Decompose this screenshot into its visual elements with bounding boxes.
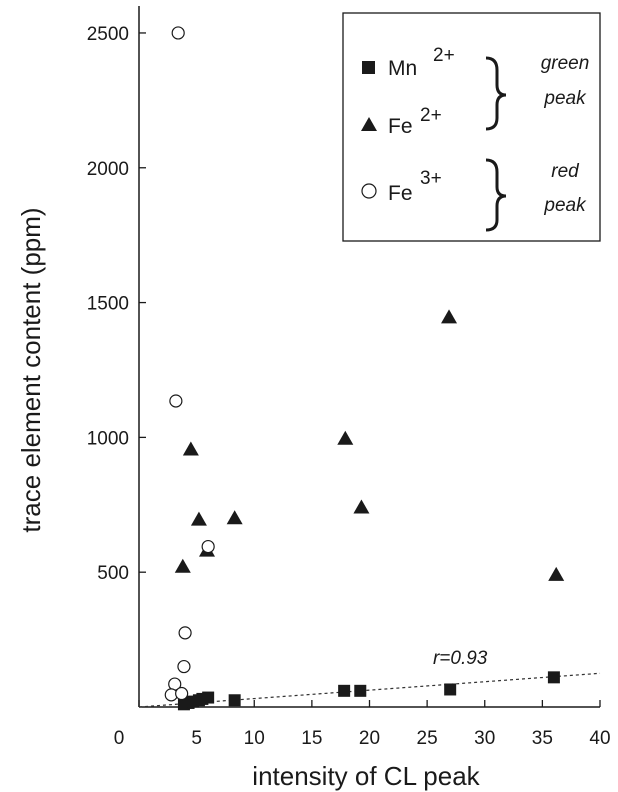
mn-point: [547, 671, 560, 684]
legend-green-word: green: [541, 53, 590, 74]
y-axis-label: trace element content (ppm): [16, 207, 46, 532]
x-tick-label: 35: [532, 728, 553, 749]
legend-mn-marker: [362, 61, 375, 74]
x-tick-label: 0: [114, 728, 125, 749]
legend-red-peak: peak: [543, 195, 587, 216]
fe2-point: [337, 430, 354, 445]
legend-red-word: red: [551, 161, 580, 182]
mn-point: [228, 694, 241, 707]
y-tick-label: 2000: [87, 159, 129, 180]
legend-box: [342, 12, 601, 242]
fe2-point: [226, 510, 243, 525]
legend-mn-sup: 2+: [433, 45, 455, 66]
x-tick-label: 40: [589, 728, 610, 749]
x-tick-label: 15: [301, 728, 322, 749]
y-tick-label: 1500: [87, 294, 129, 315]
fe3-point: [175, 686, 189, 701]
legend-fe2-label: Fe: [388, 115, 413, 138]
mn-point: [338, 684, 351, 697]
y-tick-label: 500: [97, 563, 129, 584]
x-tick-label: 20: [359, 728, 380, 749]
x-axis-label: intensity of CL peak: [252, 761, 480, 791]
correlation-annotation: r=0.93: [433, 648, 488, 669]
red-brace: [485, 158, 507, 232]
legend-green-peak: peak: [543, 88, 587, 109]
x-tick-label: 5: [191, 728, 202, 749]
fe3-point: [178, 626, 192, 640]
x-ticks: 0 5 10 15 20 25 30 35 40: [114, 700, 611, 749]
fe2-point: [441, 309, 458, 324]
y-ticks: 500 1000 1500 2000 2500: [87, 24, 146, 584]
fe2-point: [190, 511, 207, 526]
y-tick-label: 1000: [87, 428, 129, 449]
x-tick-label: 10: [244, 728, 265, 749]
y-tick-label: 2500: [87, 24, 129, 45]
mn-point: [354, 684, 367, 697]
legend-fe2-sup: 2+: [420, 105, 442, 126]
mn-point: [202, 691, 215, 704]
fe2-point: [182, 441, 199, 456]
fe3-point: [201, 539, 215, 554]
x-tick-label: 25: [417, 728, 438, 749]
fe3-point: [177, 659, 191, 674]
green-brace: [485, 56, 507, 131]
legend-fe2-marker: [361, 117, 377, 131]
fe2-point: [174, 558, 191, 573]
x-tick-label: 30: [474, 728, 495, 749]
trend-line: [138, 672, 601, 708]
mn-point: [444, 683, 457, 696]
data-marks: [164, 26, 565, 711]
fe3-point: [169, 394, 183, 408]
fe2-point: [353, 499, 370, 514]
legend-fe3-marker: [361, 183, 377, 199]
legend-fe3-label: Fe: [388, 182, 413, 205]
fe2-point: [548, 566, 565, 581]
legend-fe3-sup: 3+: [420, 168, 442, 189]
legend-mn-label: Mn: [388, 57, 417, 80]
fe3-point: [171, 26, 185, 40]
legend: Mn 2+ Fe 2+ Fe 3+ green peak red peak: [342, 12, 601, 242]
